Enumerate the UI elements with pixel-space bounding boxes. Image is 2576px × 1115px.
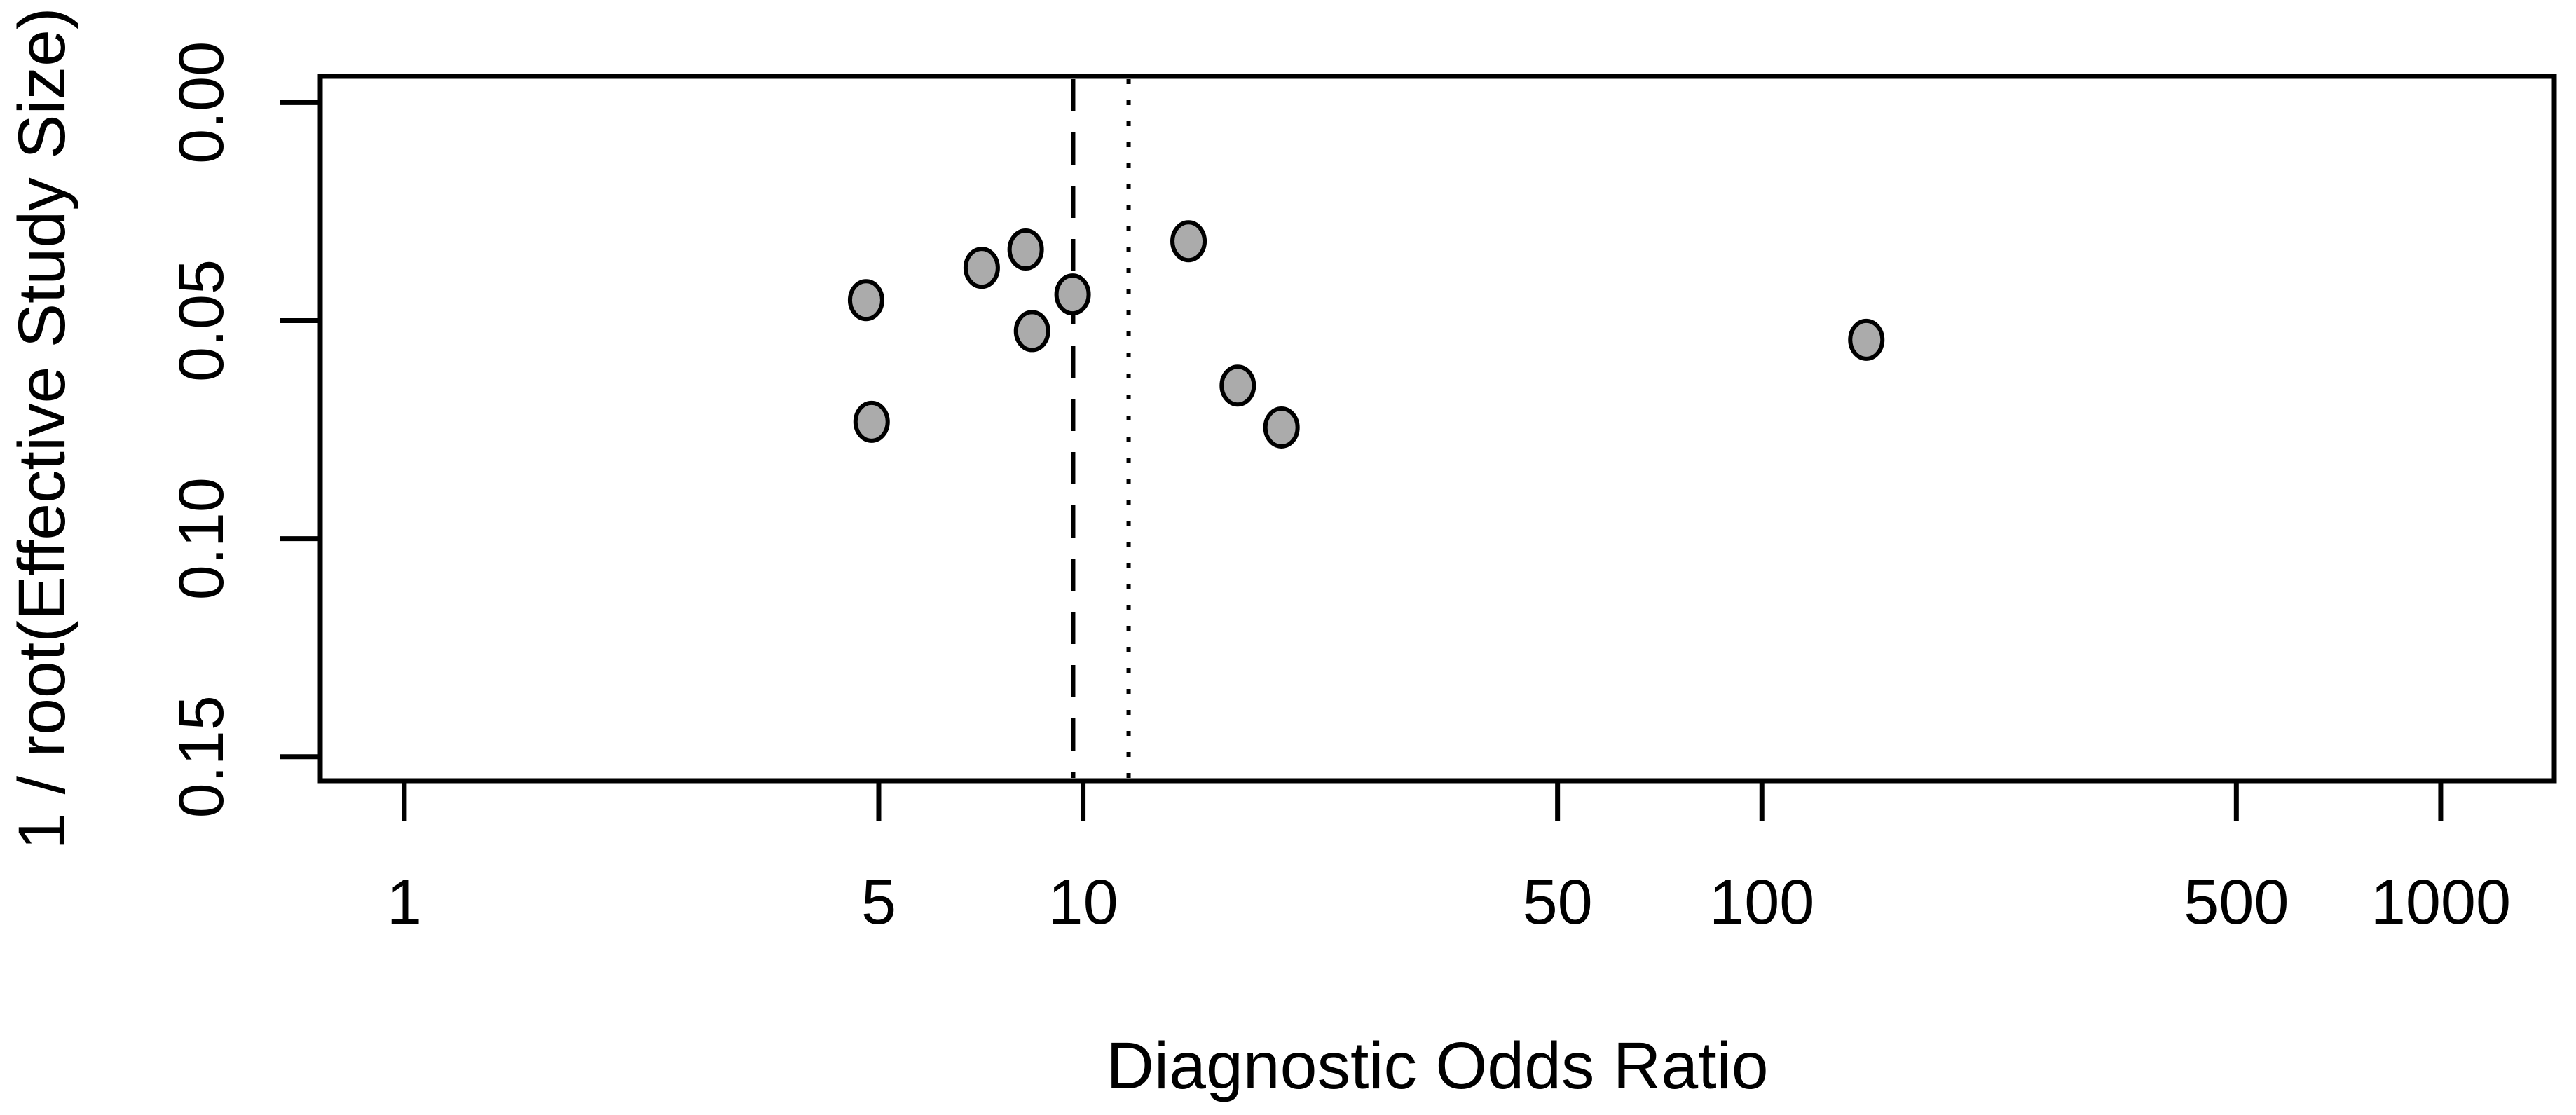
reference-lines (1071, 79, 1131, 778)
plot-area (317, 74, 2557, 784)
data-point (1007, 228, 1044, 271)
data-point (1170, 220, 1207, 263)
y-tick-label: 0.15 (167, 695, 237, 818)
x-axis-title: Diagnostic Odds Ratio (1106, 1029, 1768, 1103)
x-tick-label: 100 (1709, 868, 1814, 938)
data-point (1054, 273, 1091, 316)
y-tick-label: 0.00 (167, 41, 237, 164)
data-point (1263, 406, 1300, 449)
data-point (853, 400, 890, 443)
data-point (1848, 318, 1885, 361)
data-point (963, 247, 1000, 289)
x-tick-label: 50 (1523, 868, 1593, 938)
x-tick-label: 5 (861, 868, 896, 938)
x-tick-label: 1000 (2371, 868, 2511, 938)
data-point (847, 279, 884, 322)
y-tick-label: 0.10 (167, 477, 237, 600)
x-tick-label: 500 (2184, 868, 2289, 938)
data-point (1219, 364, 1256, 407)
data-points (847, 220, 1885, 449)
x-tick-label: 1 (387, 868, 422, 938)
y-axis-title: 1 / root(Effective Study Size) (5, 7, 79, 849)
y-axis: 0.00 0.05 0.10 0.15 (167, 41, 320, 818)
data-point (1013, 310, 1050, 353)
y-tick-label: 0.05 (167, 259, 237, 382)
x-axis: 1 5 10 50 100 500 1000 (387, 781, 2511, 938)
x-tick-label: 10 (1048, 868, 1118, 938)
